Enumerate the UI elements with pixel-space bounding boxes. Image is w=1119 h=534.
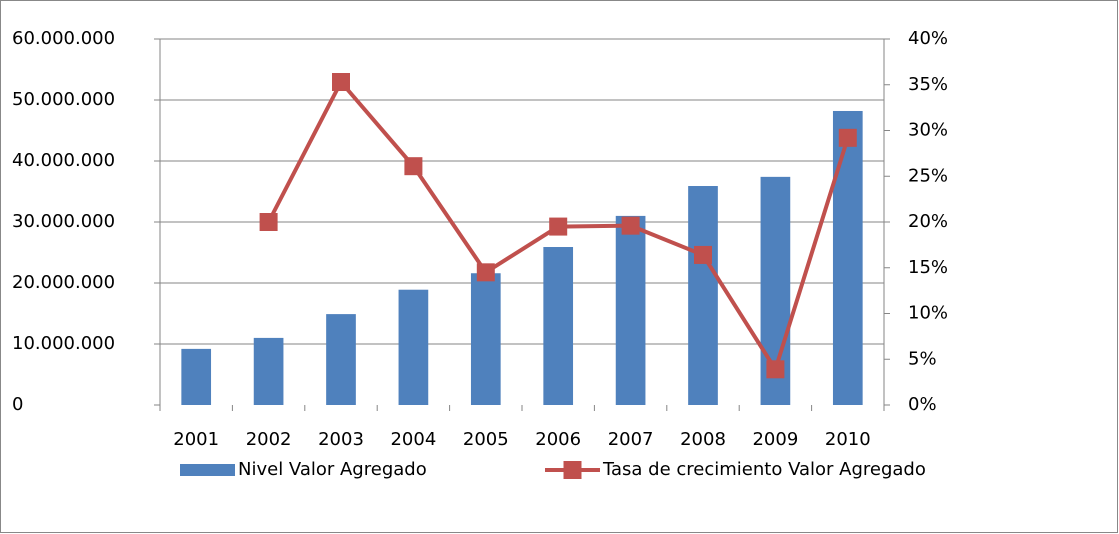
x-tick-label: 2003: [318, 429, 364, 450]
line-marker: [259, 213, 278, 231]
line-marker: [476, 263, 495, 282]
y2-tick-label: 0%: [908, 394, 937, 415]
y2-tick-label: 15%: [908, 257, 948, 278]
line-marker: [332, 73, 350, 92]
line-marker: [694, 245, 712, 264]
y-tick-label: 60.000.000: [12, 28, 115, 49]
y-tick-label: 20.000.000: [12, 272, 115, 293]
x-tick-label: 2002: [246, 429, 292, 450]
bar: [615, 215, 646, 405]
bar: [543, 247, 574, 405]
bar: [326, 314, 356, 405]
legend-label: Tasa de crecimiento Valor Agregado: [602, 459, 926, 480]
line-marker: [404, 157, 423, 176]
line-marker: [766, 360, 785, 379]
line-marker: [838, 128, 857, 147]
line-marker: [621, 216, 640, 235]
bar: [398, 289, 429, 405]
bar: [688, 186, 718, 405]
x-tick-label: 2006: [535, 429, 581, 450]
y2-tick-label: 35%: [908, 74, 948, 95]
x-tick-label: 2009: [752, 429, 798, 450]
y2-tick-label: 25%: [908, 165, 948, 186]
y2-tick-label: 40%: [908, 28, 948, 49]
legend-swatch: [180, 464, 235, 476]
bar: [253, 337, 284, 405]
y-tick-label: 40.000.000: [12, 150, 115, 171]
x-tick-label: 2007: [608, 429, 654, 450]
legend-marker: [563, 461, 582, 479]
x-tick-label: 2001: [173, 429, 219, 450]
y-tick-label: 30.000.000: [12, 211, 115, 232]
bar: [832, 110, 863, 405]
y-tick-label: 10.000.000: [12, 333, 115, 354]
y2-tick-label: 5%: [908, 348, 937, 369]
x-tick-label: 2005: [463, 429, 509, 450]
legend-label: Nivel Valor Agregado: [238, 459, 427, 480]
y2-tick-label: 10%: [908, 303, 948, 324]
y2-tick-label: 20%: [908, 211, 948, 232]
x-tick-label: 2010: [825, 429, 871, 450]
x-tick-label: 2008: [680, 429, 726, 450]
bar: [470, 273, 501, 405]
y-tick-label: 0: [12, 394, 23, 415]
bar: [181, 348, 212, 405]
line-marker: [549, 217, 568, 236]
x-tick-label: 2004: [390, 429, 436, 450]
y2-tick-label: 30%: [908, 120, 948, 141]
y-tick-label: 50.000.000: [12, 89, 115, 110]
